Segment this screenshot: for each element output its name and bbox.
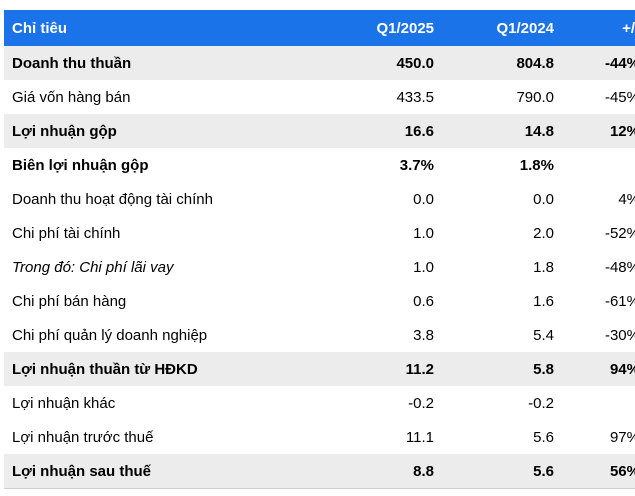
cell-indicator: Doanh thu hoạt động tài chính xyxy=(12,190,213,208)
table-row: Doanh thu hoạt động tài chính 0.0 0.0 4% xyxy=(4,182,635,216)
cell-indicator: Chi phí bán hàng xyxy=(12,292,127,310)
cell-q1-2025: 1.0 xyxy=(413,224,434,242)
cell-indicator: Doanh thu thuần xyxy=(4,46,324,80)
cell-q1-2025: 433.5 xyxy=(396,88,434,106)
financial-results-table: Chỉ tiêu Q1/2025 Q1/2024 +/- Doanh thu t… xyxy=(4,10,635,489)
cell-q1-2025: -0.2 xyxy=(408,394,434,412)
table-row: Chi phí quản lý doanh nghiệp 3.8 5.4 -30% xyxy=(4,318,635,352)
cell-q1-2025: 450.0 xyxy=(324,46,434,80)
cell-change: -45% xyxy=(604,88,635,106)
cell-q1-2024: 5.4 xyxy=(533,326,554,344)
table-row: Giá vốn hàng bán 433.5 790.0 -45% xyxy=(4,80,635,114)
header-indicator: Chỉ tiêu xyxy=(4,10,324,46)
cell-q1-2024: 5.6 xyxy=(434,454,554,489)
cell-q1-2025: 11.1 xyxy=(405,428,434,446)
header-q1-2024: Q1/2024 xyxy=(434,10,554,46)
cell-change: - xyxy=(554,148,635,182)
table-row: Chi phí bán hàng 0.6 1.6 -61% xyxy=(4,284,635,318)
cell-q1-2025: 16.6 xyxy=(324,114,434,148)
cell-q1-2024: 1.8 xyxy=(533,258,554,276)
cell-q1-2024: 2.0 xyxy=(533,224,554,242)
cell-change: -44% xyxy=(554,46,635,80)
cell-q1-2025: 8.8 xyxy=(324,454,434,489)
cell-indicator: Giá vốn hàng bán xyxy=(12,88,131,106)
table-row: Trong đó: Chi phí lãi vay 1.0 1.8 -48% xyxy=(4,250,635,284)
cell-change: -30% xyxy=(604,326,635,344)
cell-change: 56% xyxy=(554,454,635,489)
cell-indicator: Lợi nhuận khác xyxy=(12,394,116,412)
cell-change: 97% xyxy=(609,428,635,446)
header-row: Chỉ tiêu Q1/2025 Q1/2024 +/- xyxy=(4,10,635,46)
table-row: Lợi nhuận khác-0.2-0.2- xyxy=(4,386,635,420)
cell-q1-2024: 804.8 xyxy=(434,46,554,80)
cell-indicator: Biên lợi nhuận gộp xyxy=(12,156,149,174)
cell-change: 12% xyxy=(554,114,635,148)
cell-indicator: Trong đó: Chi phí lãi vay xyxy=(12,258,174,276)
table-row: Chi phí tài chính 1.0 2.0 -52% xyxy=(4,216,635,250)
cell-indicator: Chi phí tài chính xyxy=(12,224,121,242)
cell-q1-2024: 5.8 xyxy=(434,352,554,386)
cell-q1-2024: 1.8% xyxy=(519,156,554,174)
cell-change: -52% xyxy=(604,224,635,242)
cell-q1-2024: 14.8 xyxy=(434,114,554,148)
cell-change: -48% xyxy=(604,258,635,276)
cell-indicator: Chi phí quản lý doanh nghiệp xyxy=(12,326,208,344)
cell-q1-2025: 3.7% xyxy=(399,156,434,174)
cell-q1-2025: 0.0 xyxy=(413,190,434,208)
cell-q1-2025: 0.6 xyxy=(413,292,434,310)
header-change: +/- xyxy=(554,10,635,46)
cell-q1-2024: 5.6 xyxy=(533,428,554,446)
table-header: Chỉ tiêu Q1/2025 Q1/2024 +/- xyxy=(4,10,635,46)
header-q1-2025: Q1/2025 xyxy=(324,10,434,46)
table-row: Biên lợi nhuận gộp 3.7% 1.8%- xyxy=(4,148,635,182)
cell-indicator: Lợi nhuận gộp xyxy=(4,114,324,148)
cell-q1-2024: -0.2 xyxy=(528,394,554,412)
table-row: Lợi nhuận trước thuế 11.1 5.6 97% xyxy=(4,420,635,454)
cell-change: 94% xyxy=(554,352,635,386)
cell-q1-2025: 11.2 xyxy=(324,352,434,386)
cell-q1-2025: 3.8 xyxy=(413,326,434,344)
cell-change: - xyxy=(554,386,635,420)
cell-q1-2025: 1.0 xyxy=(413,258,434,276)
cell-q1-2024: 790.0 xyxy=(516,88,554,106)
cell-q1-2024: 1.6 xyxy=(533,292,554,310)
cell-indicator: Lợi nhuận thuần từ HĐKD xyxy=(4,352,324,386)
cell-change: -61% xyxy=(604,292,635,310)
cell-indicator: Lợi nhuận trước thuế xyxy=(12,428,154,446)
cell-q1-2024: 0.0 xyxy=(533,190,554,208)
cell-indicator: Lợi nhuận sau thuế xyxy=(4,454,324,489)
cell-change: 4% xyxy=(618,190,635,208)
